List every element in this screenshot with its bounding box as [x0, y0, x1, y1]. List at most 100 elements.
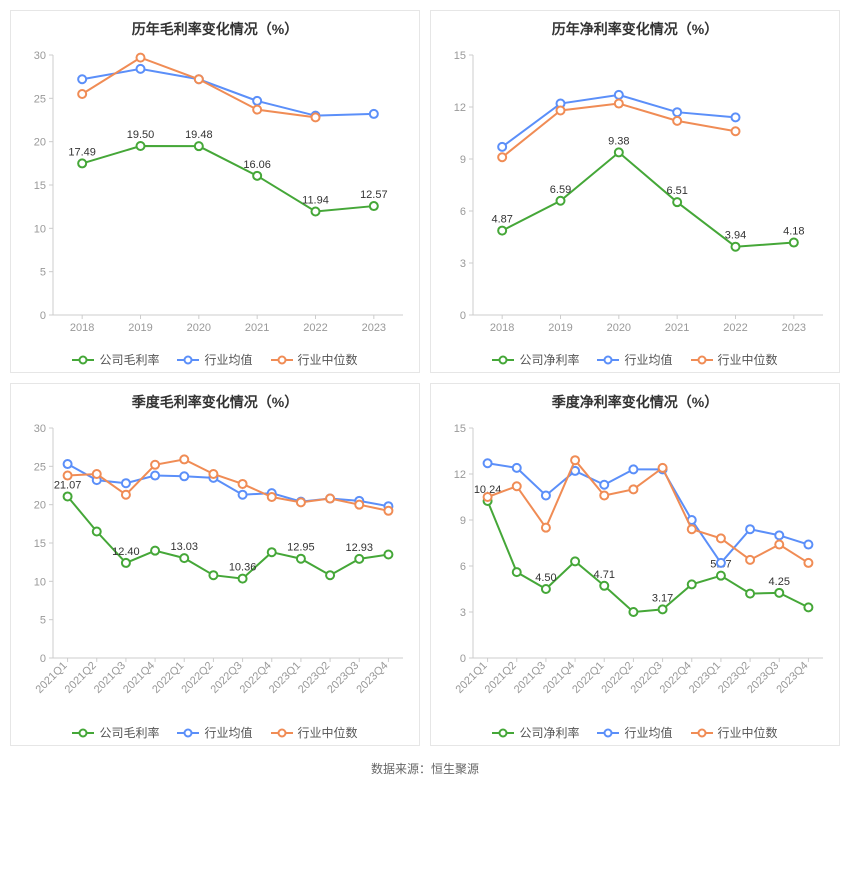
chart-legend: 公司净利率行业均值行业中位数 [435, 724, 835, 741]
svg-text:12.40: 12.40 [112, 546, 140, 558]
legend-swatch-icon [691, 355, 713, 365]
chart-plot: 036912152021Q12021Q22021Q32021Q42022Q120… [435, 418, 835, 718]
chart-plot: 036912152018201920202021202220234.876.59… [435, 45, 835, 345]
svg-text:4.50: 4.50 [535, 572, 556, 584]
legend-swatch-icon [691, 728, 713, 738]
chart-title: 季度净利率变化情况（%） [435, 392, 835, 412]
legend-swatch-icon [492, 355, 514, 365]
svg-text:2019: 2019 [128, 322, 152, 334]
svg-text:2018: 2018 [490, 322, 514, 334]
svg-text:2022Q2: 2022Q2 [599, 660, 635, 696]
legend-swatch-icon [177, 728, 199, 738]
svg-text:12: 12 [454, 102, 466, 114]
svg-text:2018: 2018 [70, 322, 94, 334]
legend-item: 行业中位数 [271, 724, 358, 741]
svg-text:20: 20 [34, 137, 46, 149]
legend-label: 公司净利率 [519, 351, 579, 368]
svg-text:2023Q2: 2023Q2 [296, 660, 332, 696]
legend-label: 行业均值 [624, 351, 672, 368]
legend-item: 行业中位数 [691, 724, 778, 741]
svg-text:10: 10 [34, 576, 46, 588]
legend-label: 公司毛利率 [99, 351, 159, 368]
chart-panel-quarterly_gross: 季度毛利率变化情况（%）0510152025302021Q12021Q22021… [10, 383, 420, 746]
chart-title: 历年毛利率变化情况（%） [15, 19, 415, 39]
svg-text:30: 30 [34, 423, 46, 435]
svg-text:9: 9 [460, 515, 466, 527]
legend-item: 行业均值 [177, 724, 252, 741]
svg-text:3: 3 [460, 258, 466, 270]
svg-text:5: 5 [40, 615, 46, 627]
svg-text:3.17: 3.17 [652, 592, 673, 604]
svg-text:12: 12 [454, 469, 466, 481]
svg-text:20: 20 [34, 500, 46, 512]
svg-text:25: 25 [34, 93, 46, 105]
chart-panel-annual_gross: 历年毛利率变化情况（%）0510152025302018201920202021… [10, 10, 420, 373]
svg-text:2021Q1: 2021Q1 [34, 660, 70, 696]
svg-text:9: 9 [460, 154, 466, 166]
svg-text:6.59: 6.59 [550, 184, 571, 196]
legend-item: 行业均值 [597, 351, 672, 368]
svg-text:15: 15 [454, 423, 466, 435]
legend-label: 行业中位数 [718, 351, 778, 368]
svg-text:25: 25 [34, 461, 46, 473]
legend-item: 公司毛利率 [72, 724, 159, 741]
legend-swatch-icon [177, 355, 199, 365]
svg-text:19.48: 19.48 [185, 129, 213, 141]
legend-swatch-icon [271, 728, 293, 738]
svg-text:0: 0 [460, 653, 466, 665]
svg-text:2022Q4: 2022Q4 [658, 660, 694, 696]
chart-title: 季度毛利率变化情况（%） [15, 392, 415, 412]
legend-item: 公司毛利率 [72, 351, 159, 368]
svg-text:2022Q2: 2022Q2 [179, 660, 215, 696]
svg-text:6: 6 [460, 561, 466, 573]
svg-text:2021Q2: 2021Q2 [63, 660, 99, 696]
svg-text:2023: 2023 [362, 322, 386, 334]
svg-text:2022Q4: 2022Q4 [238, 660, 274, 696]
legend-item: 行业中位数 [271, 351, 358, 368]
svg-text:9.38: 9.38 [608, 135, 629, 147]
chart-legend: 公司净利率 行业均值 行业中位数 [435, 351, 835, 368]
svg-text:2023Q3: 2023Q3 [745, 660, 781, 696]
svg-text:2020: 2020 [607, 322, 631, 334]
chart-legend: 公司毛利率 行业均值 行业中位数 [15, 351, 415, 368]
svg-text:0: 0 [40, 653, 46, 665]
svg-text:15: 15 [454, 50, 466, 62]
svg-text:4.18: 4.18 [783, 226, 804, 238]
legend-swatch-icon [492, 728, 514, 738]
legend-item: 行业均值 [597, 724, 672, 741]
svg-text:12.95: 12.95 [287, 542, 315, 554]
svg-text:2022Q1: 2022Q1 [570, 660, 606, 696]
svg-text:17.49: 17.49 [68, 146, 96, 158]
svg-text:2022: 2022 [723, 322, 747, 334]
svg-text:0: 0 [40, 310, 46, 322]
legend-swatch-icon [72, 355, 94, 365]
svg-text:2021Q2: 2021Q2 [483, 660, 519, 696]
data-source-label: 数据来源：恒生聚源 [10, 760, 840, 777]
svg-text:2023Q1: 2023Q1 [267, 660, 303, 696]
legend-label: 行业均值 [624, 724, 672, 741]
svg-text:2023Q2: 2023Q2 [716, 660, 752, 696]
chart-panel-quarterly_net: 季度净利率变化情况（%）036912152021Q12021Q22021Q320… [430, 383, 840, 746]
chart-grid: 历年毛利率变化情况（%）0510152025302018201920202021… [10, 10, 840, 746]
svg-text:13.03: 13.03 [170, 541, 198, 553]
svg-text:10: 10 [34, 223, 46, 235]
svg-text:16.06: 16.06 [243, 159, 271, 171]
svg-text:2021Q1: 2021Q1 [454, 660, 490, 696]
legend-label: 行业中位数 [298, 724, 358, 741]
svg-text:2022: 2022 [303, 322, 327, 334]
svg-text:12.57: 12.57 [360, 189, 388, 201]
svg-text:5: 5 [40, 267, 46, 279]
svg-text:2023: 2023 [782, 322, 806, 334]
svg-text:6.51: 6.51 [666, 185, 687, 197]
svg-text:4.87: 4.87 [491, 214, 512, 226]
svg-text:2021Q4: 2021Q4 [121, 660, 157, 696]
svg-text:2021Q3: 2021Q3 [512, 660, 548, 696]
chart-plot: 05101520253020182019202020212022202317.4… [15, 45, 415, 345]
svg-text:2021: 2021 [245, 322, 269, 334]
svg-text:2023Q3: 2023Q3 [325, 660, 361, 696]
svg-text:4.25: 4.25 [769, 576, 790, 588]
legend-item: 行业中位数 [691, 351, 778, 368]
svg-text:30: 30 [34, 50, 46, 62]
legend-label: 行业均值 [204, 351, 252, 368]
svg-text:2023Q4: 2023Q4 [354, 660, 390, 696]
